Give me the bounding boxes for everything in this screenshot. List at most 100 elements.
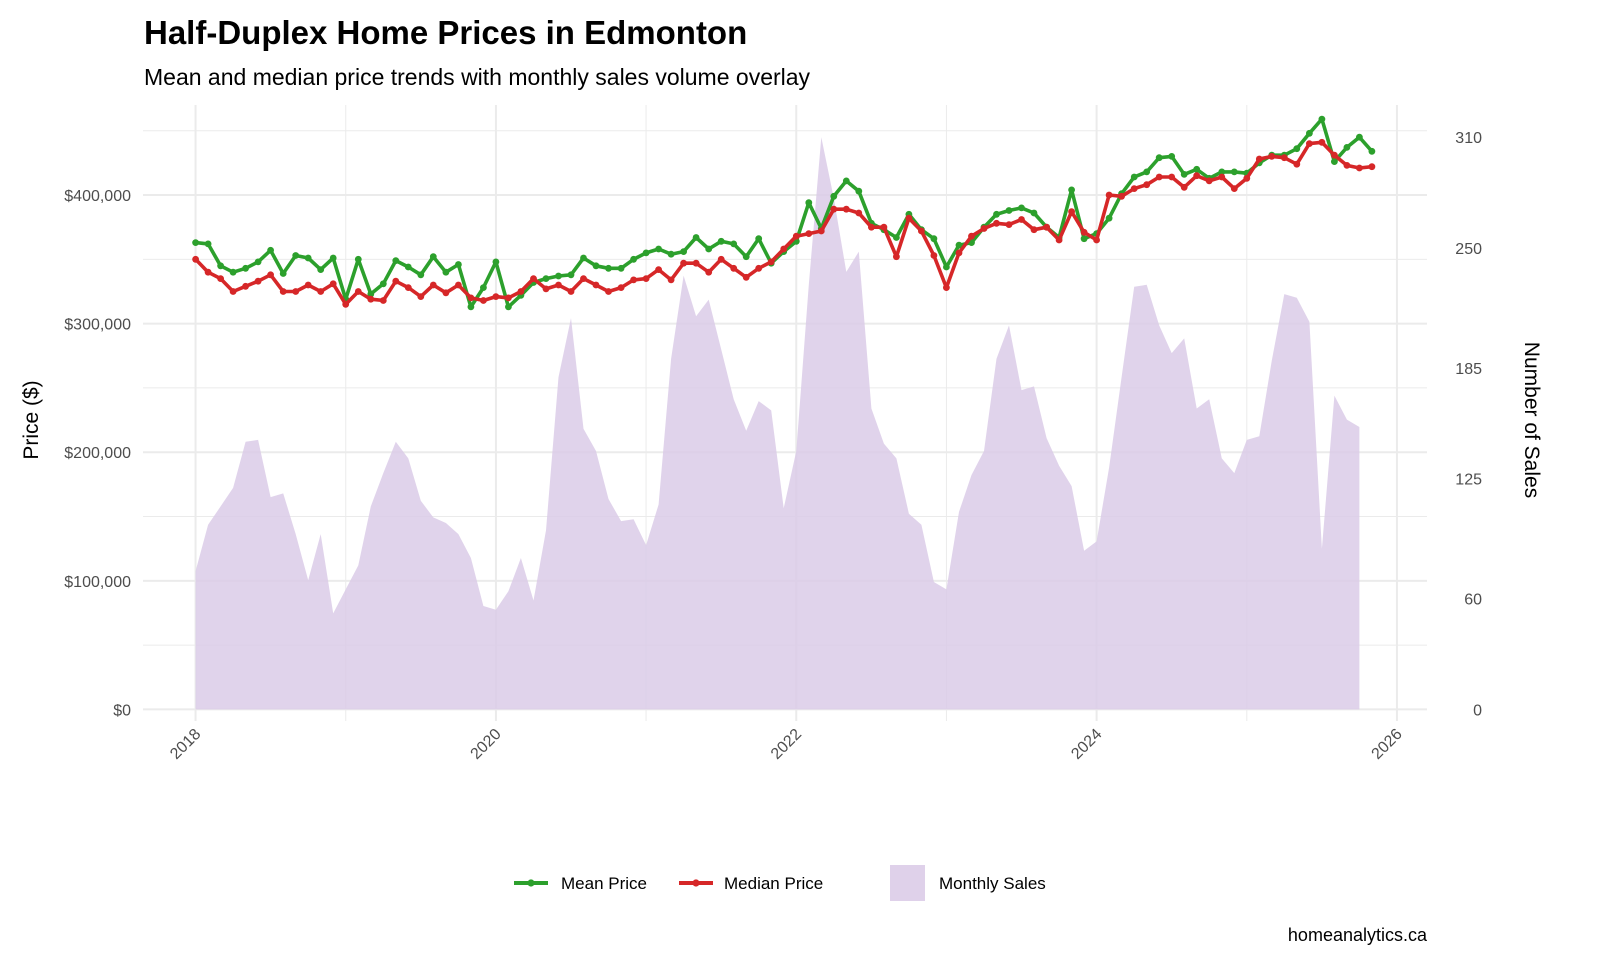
- legend-swatch-sales: [890, 865, 925, 901]
- mean-price-point: [505, 303, 512, 311]
- median-price-point: [1168, 173, 1176, 181]
- mean-price-line: [193, 117, 1374, 309]
- legend-marker-mean: [527, 879, 535, 887]
- mean-price-point: [717, 237, 725, 245]
- y-tick-label: $400,000: [64, 188, 131, 205]
- median-price-point: [1205, 177, 1213, 185]
- median-price-point: [655, 266, 662, 273]
- median-price-point: [968, 232, 975, 240]
- median-price-point: [1118, 192, 1125, 200]
- mean-price-point: [404, 263, 412, 271]
- y2-tick-label: 310: [1455, 130, 1482, 147]
- mean-price-point: [1193, 165, 1201, 173]
- median-price-point: [580, 275, 587, 282]
- median-price-point: [993, 219, 1000, 227]
- mean-price-point: [1331, 158, 1338, 166]
- mean-price-point: [204, 240, 212, 248]
- median-price-point: [304, 281, 312, 289]
- mean-price-point: [1180, 171, 1188, 178]
- median-price-point: [680, 259, 687, 267]
- median-price-point: [379, 297, 387, 304]
- legend-item-median[interactable]: Median Price: [679, 874, 823, 893]
- median-price-point: [1005, 221, 1013, 229]
- median-price-point: [567, 288, 575, 295]
- mean-price-point: [842, 177, 850, 185]
- median-price-point: [467, 294, 475, 302]
- price-lines-layer: [192, 115, 1376, 311]
- mean-price-point: [580, 254, 587, 262]
- mean-price-point: [367, 290, 375, 298]
- mean-price-point: [1343, 144, 1351, 151]
- median-price-point: [592, 281, 600, 289]
- median-price-point: [1268, 153, 1276, 160]
- chart-title: Half-Duplex Home Prices in Edmonton: [144, 14, 748, 51]
- median-price-point: [955, 249, 963, 257]
- mean-price-point: [655, 245, 662, 253]
- median-price-point: [868, 223, 875, 231]
- median-price-point: [1068, 208, 1075, 216]
- median-price-point: [817, 227, 825, 235]
- y-tick-label: $0: [113, 702, 131, 719]
- median-price-point: [880, 223, 888, 231]
- legend: Mean Price Median Price Monthly Sales: [514, 865, 1046, 901]
- mean-price-point: [1293, 145, 1301, 153]
- median-price-point: [1130, 185, 1138, 193]
- mean-price-point: [680, 248, 687, 256]
- mean-price-point: [605, 264, 612, 272]
- median-price-point: [605, 288, 612, 295]
- median-price-point: [1055, 236, 1063, 244]
- median-price-point: [1080, 228, 1088, 236]
- mean-price-point: [455, 261, 462, 268]
- mean-price-point: [993, 210, 1000, 218]
- mean-price-point: [542, 275, 550, 282]
- mean-price-point: [555, 272, 562, 280]
- mean-price-point: [442, 268, 450, 276]
- mean-price-point: [429, 253, 437, 261]
- median-price-point: [1318, 138, 1326, 146]
- legend-item-sales[interactable]: Monthly Sales: [890, 865, 1046, 901]
- median-price-point: [342, 300, 350, 308]
- source-caption: homeanalytics.ca: [1287, 925, 1427, 945]
- mean-price-point: [1306, 129, 1313, 137]
- median-price-point: [455, 281, 462, 289]
- y-tick-label: $200,000: [64, 445, 131, 462]
- mean-price-point: [192, 239, 200, 247]
- median-price-point: [354, 288, 362, 295]
- mean-price-point: [217, 262, 225, 270]
- median-price-point: [730, 264, 738, 272]
- median-price-point: [1193, 172, 1201, 180]
- median-price-point: [630, 276, 637, 284]
- median-price-point: [442, 289, 450, 297]
- mean-price-point: [1368, 147, 1376, 155]
- mean-price-point: [1356, 133, 1363, 141]
- x-tick-label: 2018: [167, 726, 204, 763]
- mean-price-point: [1230, 168, 1238, 176]
- mean-price-point: [1030, 209, 1038, 217]
- legend-label-sales: Monthly Sales: [939, 874, 1046, 893]
- median-price-point: [267, 271, 274, 279]
- mean-price-point: [755, 235, 763, 243]
- median-price-point: [905, 214, 913, 222]
- median-price-point: [542, 285, 550, 293]
- median-price-point: [1218, 173, 1226, 181]
- mean-price-point: [417, 271, 425, 279]
- median-price-point: [855, 209, 863, 217]
- median-price-point: [918, 227, 925, 235]
- mean-price-point: [379, 280, 387, 288]
- mean-price-point: [317, 266, 325, 273]
- mean-price-point: [592, 262, 600, 270]
- median-price-point: [767, 258, 775, 266]
- legend-label-median: Median Price: [724, 874, 823, 893]
- y2-axis-title: Number of Sales: [1520, 342, 1543, 498]
- mean-price-point: [492, 258, 500, 266]
- legend-item-mean[interactable]: Mean Price: [514, 874, 647, 893]
- median-price-point: [404, 284, 412, 291]
- mean-price-point: [943, 263, 950, 271]
- median-price-point: [1143, 181, 1151, 189]
- mean-price-point: [254, 258, 262, 266]
- mean-price-point: [1005, 207, 1013, 214]
- median-price-point: [943, 284, 950, 291]
- mean-price-point: [692, 234, 700, 241]
- mean-price-point: [642, 249, 650, 257]
